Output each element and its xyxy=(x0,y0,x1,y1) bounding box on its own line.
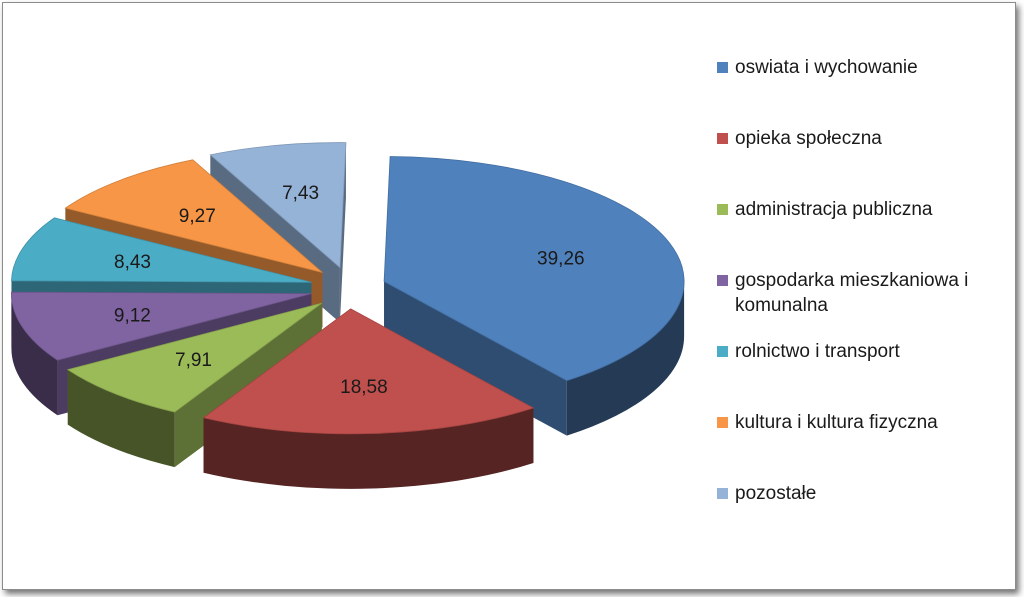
legend-item-1: oswiata i wychowanie xyxy=(717,55,1005,80)
pie-slice-wall xyxy=(339,142,346,323)
legend-swatch xyxy=(717,133,728,144)
data-label-4: 9,12 xyxy=(114,306,151,327)
legend-label: opieka społeczna xyxy=(735,128,882,149)
data-label-5: 8,43 xyxy=(114,252,151,273)
pie-slice-2 xyxy=(202,308,535,435)
pie-slice-3 xyxy=(66,302,323,413)
legend-item-4: gospodarka mieszkaniowa i komunalna xyxy=(717,268,1005,318)
data-label-1: 39,26 xyxy=(537,248,585,269)
legend-item-7: pozostałe xyxy=(717,481,1005,506)
pie-slice-1 xyxy=(383,156,685,382)
data-label-6: 9,27 xyxy=(179,206,216,227)
pie-slice-rim xyxy=(566,281,685,436)
legend-label: oswiata i wychowanie xyxy=(735,57,918,78)
pie-slice-7 xyxy=(209,142,347,269)
data-label-7: 7,43 xyxy=(282,183,319,204)
legend-swatch xyxy=(717,488,728,499)
pie-slice-rim xyxy=(203,407,534,489)
pie-chart: 39,26 18,58 7,91 9,12 8,43 9,27 7,43 xyxy=(11,142,685,489)
legend-item-6: kultura i kultura fizyczna xyxy=(717,410,1005,435)
legend-label: gospodarka mieszkaniowa i komunalna xyxy=(735,270,969,316)
pie-slice-6 xyxy=(64,159,323,273)
legend-label: administracja publiczna xyxy=(735,199,933,220)
legend-item-3: administracja publiczna xyxy=(717,197,1005,222)
legend-label: pozostałe xyxy=(735,483,817,504)
data-label-2: 18,58 xyxy=(340,377,388,398)
data-label-3: 7,91 xyxy=(175,350,212,371)
pie-slice-5 xyxy=(11,217,312,283)
pie-slice-4 xyxy=(11,291,312,361)
legend-swatch xyxy=(717,417,728,428)
legend-item-5: rolnictwo i transport xyxy=(717,339,1005,364)
legend-swatch xyxy=(717,275,728,286)
legend-item-2: opieka społeczna xyxy=(717,126,1005,151)
pie-slice-wall xyxy=(384,281,567,436)
legend-label: rolnictwo i transport xyxy=(735,341,900,362)
legend-label: kultura i kultura fizyczna xyxy=(735,412,938,433)
chart-area: 39,26 18,58 7,91 9,12 8,43 9,27 7,43 oswiata i… xyxy=(2,2,1016,590)
legend-swatch xyxy=(717,346,728,357)
pie-slice-rim xyxy=(11,293,58,416)
legend-swatch xyxy=(717,204,728,215)
legend-swatch xyxy=(717,62,728,73)
pie-slice-rim xyxy=(67,369,175,468)
